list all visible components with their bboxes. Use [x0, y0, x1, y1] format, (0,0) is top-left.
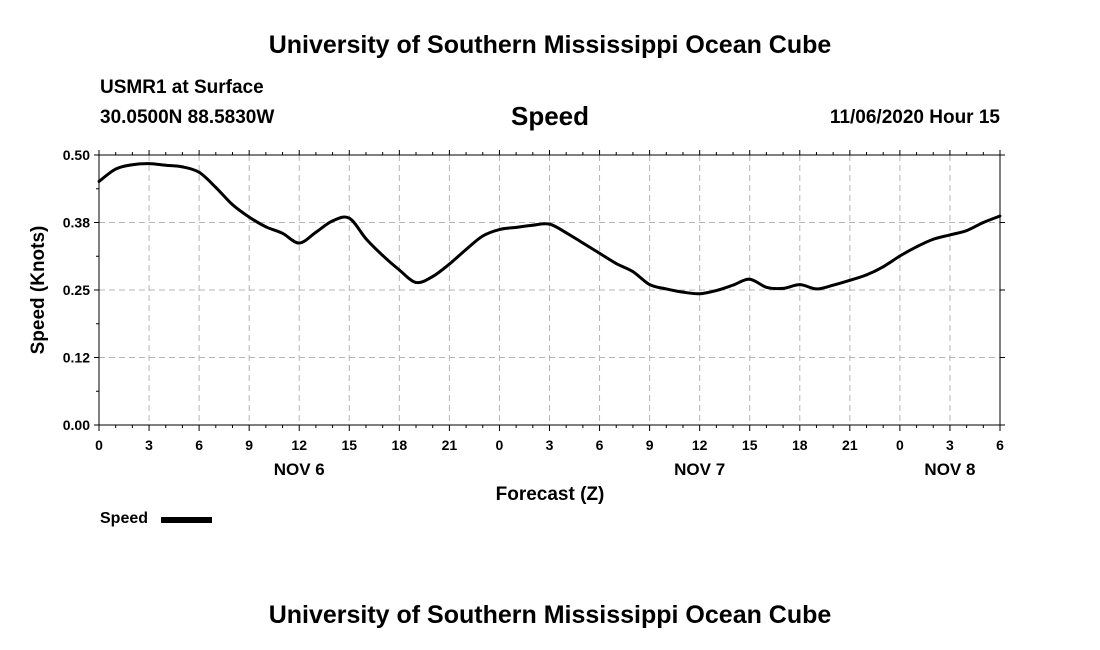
x-tick-label: 6: [596, 437, 604, 453]
x-axis-label: Forecast (Z): [496, 484, 605, 505]
x-tick-label: 0: [896, 437, 904, 453]
chart-title-top: University of Southern Mississippi Ocean…: [268, 31, 832, 59]
data-point: [631, 270, 635, 274]
data-point: [181, 165, 184, 169]
data-point: [998, 214, 1002, 218]
data-point: [798, 283, 802, 286]
y-tick-label: 0.00: [63, 417, 90, 433]
data-point: [981, 221, 985, 224]
data-point: [331, 219, 334, 223]
data-point: [614, 262, 618, 265]
day-label: NOV 8: [924, 460, 975, 479]
data-point: [765, 285, 768, 289]
data-point: [548, 222, 551, 226]
data-point: [931, 237, 935, 241]
x-tick-label: 3: [546, 437, 554, 453]
data-point: [915, 245, 918, 249]
data-point: [397, 268, 401, 272]
data-point: [264, 225, 268, 229]
x-tick-label: 21: [442, 437, 458, 453]
x-tick-label: 3: [145, 437, 153, 453]
data-point: [965, 229, 969, 233]
data-point: [781, 286, 785, 290]
x-tick-label: 12: [692, 437, 708, 453]
data-point: [748, 277, 752, 281]
data-point: [564, 231, 568, 235]
data-point: [664, 287, 668, 291]
x-tick-label: 12: [291, 437, 307, 453]
day-labels: NOV 6 NOV 7 NOV 8: [274, 460, 976, 479]
data-point: [848, 278, 852, 282]
data-point: [698, 292, 702, 296]
y-axis-label: Speed (Knots): [28, 226, 49, 355]
x-tick-labels: 0 3 6 9 12 15 18 21 0 3 6 9 12 15 18 21 0 3 6: [95, 437, 1004, 453]
data-point: [231, 203, 234, 207]
data-point: [681, 290, 685, 294]
x-tick-label: 6: [996, 437, 1004, 453]
data-point: [97, 180, 101, 183]
x-tick-label: 9: [245, 437, 253, 453]
data-point: [347, 216, 351, 220]
data-point: [481, 234, 485, 238]
x-tick-label: 21: [842, 437, 858, 453]
data-point: [531, 223, 535, 227]
variable-title: Speed: [510, 101, 590, 131]
y-tick-label: 0.12: [63, 350, 90, 366]
data-point: [514, 225, 518, 229]
x-tick-label: 18: [792, 437, 808, 453]
data-point: [648, 283, 652, 286]
x-tick-label: 0: [496, 437, 504, 453]
x-tick-label: 18: [392, 437, 408, 453]
axis-ticks: [94, 150, 1005, 431]
data-point: [731, 283, 735, 287]
data-point: [114, 167, 118, 171]
legend-swatch-speed: [161, 517, 212, 523]
series-points: [97, 162, 1002, 296]
legend-label: Speed: [100, 510, 149, 527]
data-point: [881, 265, 885, 269]
data-point: [815, 287, 818, 291]
data-point: [865, 273, 868, 277]
y-tick-labels: 0.00 0.12 0.25 0.38 0.50: [63, 147, 90, 433]
data-point: [498, 228, 501, 231]
data-point: [447, 262, 451, 266]
data-point: [581, 241, 585, 245]
y-tick-label: 0.50: [63, 147, 90, 163]
data-point: [130, 163, 134, 167]
data-point: [147, 162, 151, 166]
data-point: [431, 275, 435, 278]
x-tick-label: 15: [341, 437, 357, 453]
data-point: [381, 254, 385, 257]
chart-title-bottom: University of Southern Mississippi Ocean…: [268, 601, 832, 629]
data-point: [831, 283, 835, 287]
x-tick-label: 3: [946, 437, 954, 453]
data-point: [164, 163, 168, 167]
data-point: [414, 281, 418, 284]
x-tick-label: 6: [195, 437, 203, 453]
day-label: NOV 6: [274, 460, 325, 479]
x-tick-label: 0: [95, 437, 103, 453]
data-point: [464, 248, 468, 251]
data-point: [281, 231, 284, 235]
chart-gridlines: [99, 155, 1000, 425]
data-point: [197, 170, 201, 174]
data-point: [247, 215, 251, 219]
data-point: [948, 233, 952, 237]
data-point: [714, 289, 718, 292]
y-tick-label: 0.38: [63, 215, 90, 231]
data-point: [898, 254, 902, 258]
y-tick-label: 0.25: [63, 282, 90, 298]
data-point: [364, 237, 368, 241]
data-point: [598, 251, 601, 255]
data-point: [297, 241, 301, 245]
station-coordinates: 30.0500N 88.5830W: [100, 107, 275, 128]
x-tick-label: 15: [742, 437, 758, 453]
day-label: NOV 7: [674, 460, 725, 479]
x-tick-label: 9: [646, 437, 654, 453]
forecast-timestamp: 11/06/2020 Hour 15: [829, 107, 1000, 128]
data-point: [314, 230, 318, 234]
station-label: USMR1 at Surface: [100, 77, 264, 98]
data-point: [214, 186, 218, 189]
